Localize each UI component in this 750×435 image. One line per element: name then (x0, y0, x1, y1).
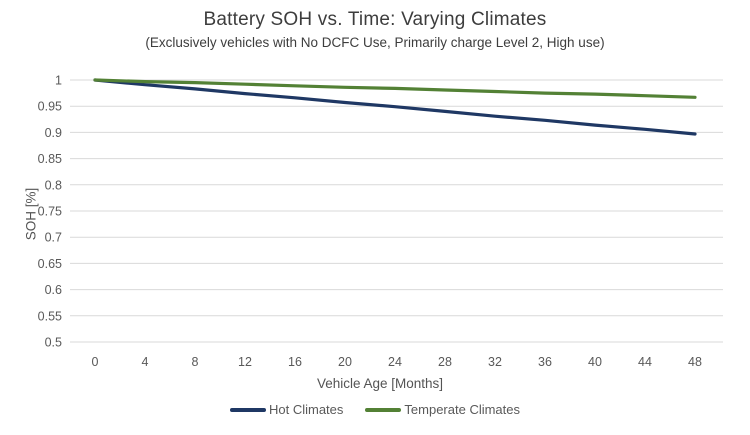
chart-subtitle: (Exclusively vehicles with No DCFC Use, … (145, 35, 605, 50)
y-tick-label: 0.7 (45, 231, 62, 245)
legend-item-temperate-climates: Temperate Climates (365, 402, 520, 417)
x-tick-label: 32 (488, 355, 502, 369)
y-tick-label: 0.5 (45, 336, 62, 350)
legend-label-temperate-climates: Temperate Climates (404, 402, 521, 417)
x-tick-label: 4 (142, 355, 149, 369)
legend-line-swatch-hot-climates (229, 407, 266, 412)
x-tick-label: 12 (238, 355, 252, 369)
y-tick-label: 0.55 (38, 309, 62, 323)
x-tick-label: 20 (338, 355, 352, 369)
y-tick-label: 0.85 (38, 152, 62, 166)
y-tick-label: 0.65 (38, 257, 62, 271)
x-tick-label: 48 (688, 355, 702, 369)
x-tick-label: 36 (538, 355, 552, 369)
x-axis-title: Vehicle Age [Months] (316, 376, 444, 391)
y-tick-label: 0.9 (45, 126, 62, 140)
x-tick-label: 8 (192, 355, 199, 369)
y-tick-label: 0.8 (45, 178, 62, 192)
y-tick-label: 0.75 (38, 205, 62, 219)
legend-label-hot-climates: Hot Climates (268, 402, 344, 417)
series-line-temperate-climates (93, 78, 697, 99)
x-tick-label: 16 (288, 355, 302, 369)
x-tick-label: 44 (638, 355, 652, 369)
chart-title: Battery SOH vs. Time: Varying Climates (203, 9, 547, 30)
y-tick-label: 0.6 (45, 283, 62, 297)
series-line-hot-climates (93, 78, 697, 136)
x-tick-label: 40 (588, 355, 602, 369)
y-tick-label: 1 (55, 74, 62, 88)
y-tick-label: 0.95 (38, 100, 62, 114)
legend: Hot Climates Temperate Climates (0, 402, 750, 417)
x-tick-label: 0 (92, 355, 99, 369)
legend-item-hot-climates: Hot Climates (229, 402, 344, 417)
x-tick-label: 28 (438, 355, 452, 369)
x-tick-label: 24 (388, 355, 402, 369)
legend-line-swatch-temperate-climates (365, 407, 402, 412)
